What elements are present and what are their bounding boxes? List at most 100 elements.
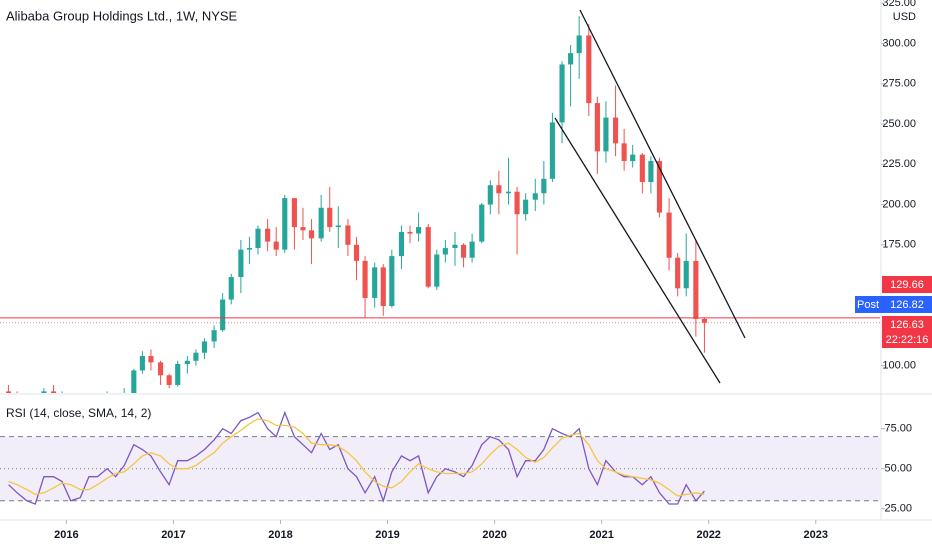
candle-body <box>211 330 217 342</box>
candle-body <box>505 191 512 194</box>
rsi-tick-label: 50.00 <box>884 463 912 475</box>
candle-body <box>300 227 306 231</box>
x-tick-label: 2020 <box>482 529 506 541</box>
currency: USD <box>893 11 916 23</box>
x-tick-label: 2018 <box>268 529 292 541</box>
candle-body <box>327 207 333 228</box>
candle-body <box>273 241 279 250</box>
candle-body <box>265 228 271 242</box>
candle-body <box>308 230 315 239</box>
candle-body <box>184 360 190 365</box>
x-tick-label: 2022 <box>696 529 720 541</box>
candle-body <box>514 191 520 215</box>
rsi-tick-label: 75.00 <box>884 423 912 435</box>
candle-body <box>148 355 154 363</box>
candle-body <box>228 277 234 300</box>
candle-body <box>487 185 493 205</box>
x-tick-label: 2019 <box>375 529 399 541</box>
rsi-line <box>8 418 705 497</box>
price-box <box>882 276 932 293</box>
candle-body <box>380 267 386 307</box>
candle-body <box>656 161 663 213</box>
candle-body <box>701 318 707 323</box>
candle-body <box>675 257 681 289</box>
y-tick-label: 175.00 <box>882 239 916 251</box>
candle-body <box>532 193 538 200</box>
candle-body <box>425 227 431 287</box>
rsi-tick-label: 25.00 <box>884 503 912 515</box>
y-tick-label: 275.00 <box>882 78 916 90</box>
candle-body <box>158 362 164 376</box>
candle-body <box>291 198 297 228</box>
candle-body <box>639 154 645 183</box>
candle-body <box>594 103 600 152</box>
candle-body <box>434 254 440 287</box>
countdown: 22:22:16 <box>886 334 929 346</box>
candle-body <box>460 244 467 258</box>
candle-body <box>255 228 261 249</box>
candle-body <box>220 299 226 331</box>
candle-body <box>416 227 422 234</box>
x-tick-label: 2021 <box>589 529 613 541</box>
x-tick-label: 2017 <box>161 529 185 541</box>
candle-body <box>353 244 360 261</box>
candle-body <box>603 117 609 152</box>
candle-body <box>139 355 145 371</box>
x-tick-label: 2023 <box>804 529 828 541</box>
candle-body <box>648 161 654 183</box>
candle-body <box>523 199 529 215</box>
candle-body <box>131 370 137 393</box>
candle-body <box>362 260 368 298</box>
rsi-title: RSI (14, close, SMA, 14, 2) <box>6 406 151 420</box>
y-tick-label: 250.00 <box>882 118 916 130</box>
candle-body <box>389 256 395 307</box>
candle-body <box>345 225 351 245</box>
candle-body <box>50 391 57 393</box>
candle-body <box>372 267 378 298</box>
candle-body <box>541 178 547 194</box>
candle-body <box>586 35 592 104</box>
rsi-line <box>8 410 705 505</box>
candle-body <box>335 225 341 228</box>
candle-body <box>683 260 689 289</box>
candle-body <box>576 35 582 54</box>
candle-body <box>621 143 627 162</box>
y-tick-label: 225.00 <box>882 158 916 170</box>
post-price: 126.82 <box>890 299 924 311</box>
candle-body <box>41 391 47 393</box>
last-box <box>882 316 932 348</box>
x-tick-label: 2016 <box>54 529 78 541</box>
chart-title: Alibaba Group Holdings Ltd., 1W, NYSE <box>6 8 238 23</box>
candle-body <box>5 391 12 393</box>
candle-body <box>496 185 502 194</box>
post-tag <box>855 296 882 313</box>
candle-body <box>201 341 208 353</box>
candle-body <box>166 375 172 385</box>
candle-body <box>549 122 555 179</box>
candle-body <box>238 249 244 278</box>
candle-body <box>469 241 475 258</box>
candle-body <box>613 117 619 144</box>
candle-body <box>398 231 405 257</box>
channel-line <box>579 9 746 339</box>
last-price: 126.63 <box>890 319 924 331</box>
candle-body <box>407 231 413 234</box>
candle-body <box>559 64 565 123</box>
candle-body <box>479 204 485 242</box>
candle-body <box>693 260 699 319</box>
y-tick-label: 300.00 <box>882 37 916 49</box>
candle-body <box>246 248 253 250</box>
price-label: 129.66 <box>890 279 924 291</box>
post-label: Post <box>857 299 879 311</box>
candle-body <box>442 248 448 255</box>
candle-body <box>452 244 458 249</box>
candle-body <box>193 352 199 361</box>
y-tick-label: 200.00 <box>882 198 916 210</box>
candle-body <box>630 154 636 162</box>
candle-body <box>282 198 288 250</box>
y-tick-label: 325.00 <box>882 0 916 9</box>
candle-body <box>175 364 181 385</box>
post-box <box>882 296 932 313</box>
